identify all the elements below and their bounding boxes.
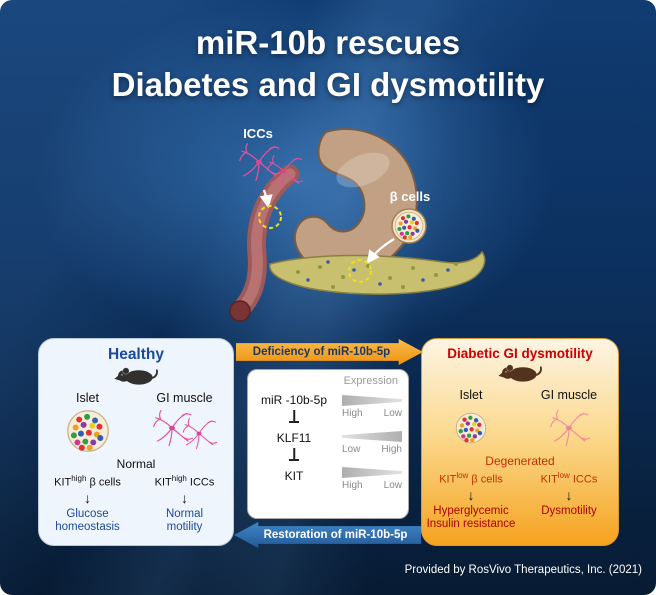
pathway-node-mir: miR -10b-5p xyxy=(260,393,328,407)
healthy-islet-outcome: Glucose homeostasis xyxy=(55,507,120,534)
healthy-muscle-outcome: Normal motility xyxy=(165,507,204,534)
beta-pointer-arrow xyxy=(366,238,395,264)
figure-title: miR-10b rescues Diabetes and GI dysmotil… xyxy=(0,22,656,106)
rectum xyxy=(229,300,251,322)
grad2-right-label: High xyxy=(381,444,402,455)
title-line-1: miR-10b rescues xyxy=(195,24,461,61)
icc-pointer-arrow xyxy=(259,189,273,209)
healthy-panel: Healthy Islet GI muscle Normal KIThigh β… xyxy=(38,338,234,546)
anatomy-illustration: ICCs β cells xyxy=(229,126,486,322)
diabetic-mouse-icon xyxy=(422,362,618,386)
pathway-node-klf11: KLF11 xyxy=(276,431,312,445)
deficiency-arrow: Deficiency of miR-10b-5p xyxy=(236,339,423,365)
down-arrow-icon: ↓ xyxy=(84,489,91,506)
diabetic-panel-title: Diabetic GI dysmotility xyxy=(447,346,593,361)
healthy-mouse-icon xyxy=(39,365,233,389)
diabetic-kit-beta-label: KITlow β cells xyxy=(439,471,503,486)
beta-cells-cluster xyxy=(391,208,427,244)
diabetic-islet-header: Islet xyxy=(459,388,483,402)
diabetic-status: Degenerated xyxy=(485,454,555,468)
healthy-islet-header: Islet xyxy=(76,391,99,405)
grad1-left-label: High xyxy=(342,408,363,419)
colon xyxy=(229,164,300,322)
healthy-status: Normal xyxy=(116,457,156,471)
beta-cells-label: β cells xyxy=(390,189,430,204)
grad1-right-label: Low xyxy=(383,408,402,419)
diabetic-panel: Diabetic GI dysmotility Islet GI muscle … xyxy=(421,338,619,546)
healthy-kit-icc-label: KIThigh ICCs xyxy=(154,474,215,489)
healthy-kit-beta-label: KIThigh β cells xyxy=(54,474,121,489)
icc-label: ICCs xyxy=(243,126,273,141)
inhibition-icon xyxy=(252,448,336,463)
icc-target-circle xyxy=(258,205,282,229)
grad3-left-label: High xyxy=(342,480,363,491)
pathway-node-kit: KIT xyxy=(284,469,304,483)
down-arrow-icon: ↓ xyxy=(467,486,475,503)
down-arrow-icon: ↓ xyxy=(565,486,573,503)
down-arrow-icon: ↓ xyxy=(181,489,188,506)
healthy-muscle-header: GI muscle xyxy=(156,391,213,405)
restoration-arrow: Restoration of miR-10b-5p xyxy=(234,522,421,548)
stomach xyxy=(293,128,418,276)
diabetic-muscle-outcome: Dysmotility xyxy=(541,504,597,517)
diabetic-icc-image xyxy=(520,403,618,453)
diabetic-islet-image xyxy=(422,403,520,453)
diabetic-muscle-header: GI muscle xyxy=(540,388,598,402)
expression-gradient-icon xyxy=(342,395,402,406)
attribution-text: Provided by RosVivo Therapeutics, Inc. (… xyxy=(404,564,642,576)
pancreas xyxy=(269,250,486,295)
grad2-left-label: Low xyxy=(342,444,361,455)
grad3-right-label: Low xyxy=(383,480,402,491)
inhibition-icon xyxy=(252,410,336,425)
pathway-box: Expression miR -10b-5p KLF11 KIT High Lo… xyxy=(247,369,409,519)
expression-gradient-icon xyxy=(342,467,402,478)
diabetic-islet-outcome: Hyperglycemic Insulin resistance xyxy=(426,504,516,531)
healthy-panel-title: Healthy xyxy=(108,346,164,363)
healthy-islet-image xyxy=(39,406,136,456)
title-line-2: Diabetes and GI dysmotility xyxy=(111,66,545,103)
beta-target-circle xyxy=(348,259,372,283)
healthy-icc-image xyxy=(136,406,233,456)
expression-gradient-icon xyxy=(342,431,402,442)
expression-label: Expression xyxy=(343,375,398,387)
diabetic-kit-icc-label: KITlow ICCs xyxy=(540,471,598,486)
